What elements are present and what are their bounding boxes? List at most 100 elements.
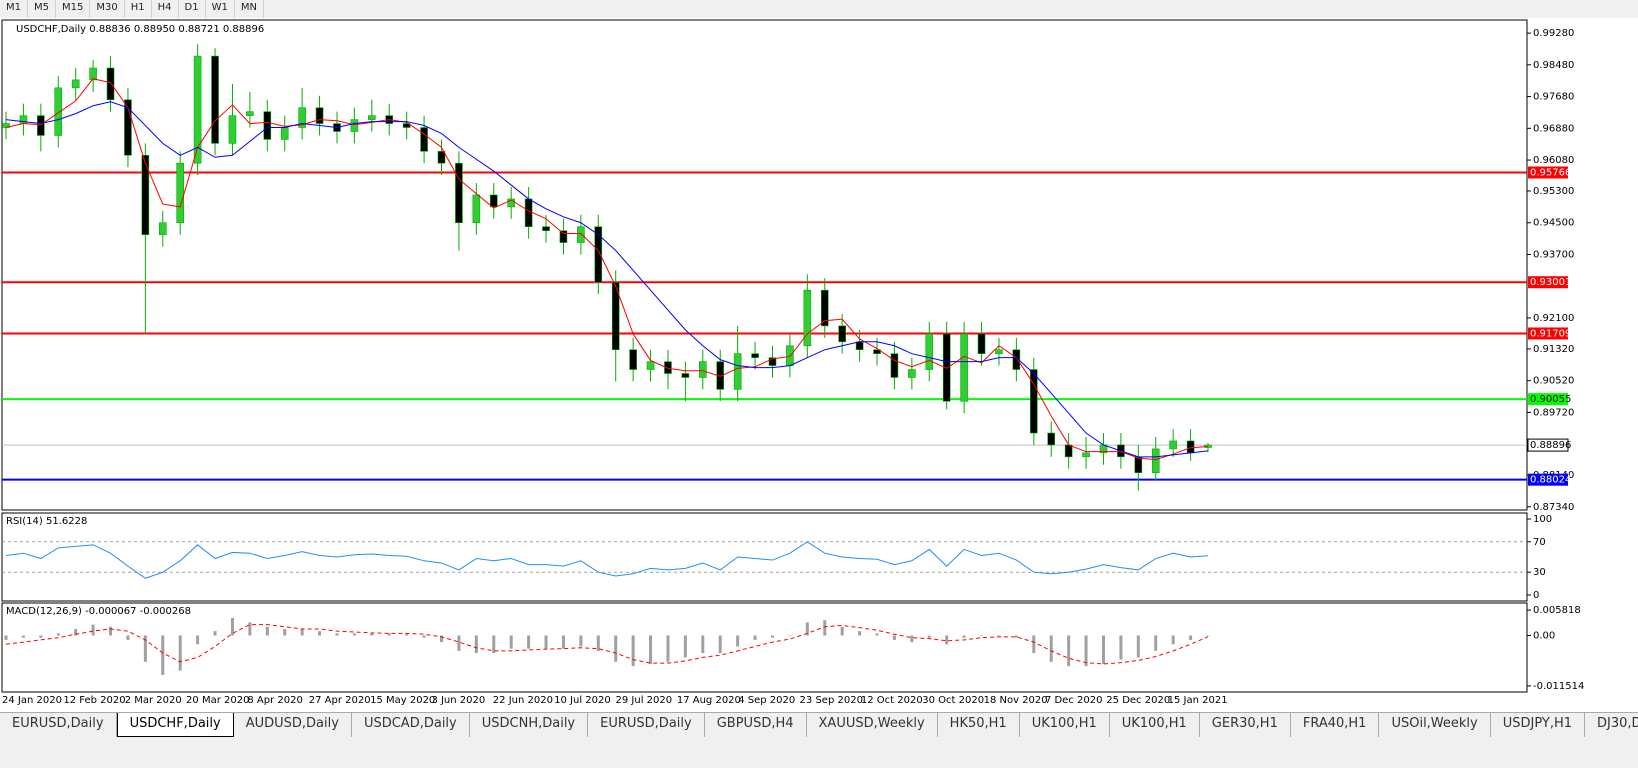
chart-tab[interactable]: DJ30,Daily [1585,713,1638,737]
macd-bar [56,633,60,636]
y-tick-label: 0.87340 [1533,502,1574,513]
macd-bar [527,635,531,649]
candle-body [768,357,777,366]
macd-bar [283,628,287,636]
candle-body [193,55,202,164]
candle-body [124,99,132,156]
x-tick-label: 8 Apr 2020 [247,695,302,706]
y-tick-label: 0.92100 [1533,313,1574,324]
chart-tab[interactable]: USOil,Weekly [1379,713,1491,737]
macd-bar [823,620,827,636]
candle-body [455,162,463,224]
timeframe-button[interactable]: M1 [0,0,28,18]
macd-bar [230,618,234,636]
candle-body [1169,440,1177,450]
x-tick-label: 3 Jun 2020 [431,695,485,706]
candle-body [890,353,899,378]
macd-bar [474,635,478,654]
chart-tab[interactable]: USDCAD,Daily [352,713,470,737]
candle-body [507,198,515,208]
candle-body [960,333,968,402]
level-label: 0.93001 [1530,277,1571,288]
timeframe-button[interactable]: M5 [28,0,56,18]
candle-body [211,55,219,144]
x-tick-label: 27 Apr 2020 [309,695,371,706]
macd-bar [718,635,722,654]
timeframe-button[interactable]: D1 [179,0,206,18]
x-tick-label: 23 Sep 2020 [800,695,863,706]
chart-tab[interactable]: AUDUSD,Daily [234,713,352,737]
candle-body [263,111,272,140]
macd-bar [840,626,844,636]
macd-bar [753,635,757,640]
macd-bar [980,635,984,637]
candle-body [350,119,359,132]
y-tick-label: 0.95300 [1533,186,1574,197]
candle-body [1082,452,1090,458]
macd-bar [335,633,339,636]
y-tick-label: 0.93700 [1533,249,1574,260]
chart-tab[interactable]: EURUSD,Daily [0,713,117,737]
main-panel [1,19,1528,511]
rsi-panel [1,512,1528,602]
macd-bar [631,635,635,667]
candle-body [158,222,167,235]
chart-tab[interactable]: FRA40,H1 [1291,713,1380,737]
candle-body [629,349,637,370]
rsi-tick-label: 0 [1533,590,1539,601]
macd-bar [4,635,8,640]
macd-bar [788,635,792,637]
macd-bar [736,635,740,647]
chart-tab[interactable]: USDCNH,Daily [470,713,589,737]
timeframe-button[interactable]: H4 [152,0,179,18]
x-tick-label: 10 Jul 2020 [554,695,611,706]
chart-tab[interactable]: USDCHF,Daily [116,713,234,737]
macd-bar [370,633,374,636]
candle-body [699,361,707,378]
timeframe-button[interactable]: M30 [90,0,125,18]
candle-body [995,349,1003,354]
x-tick-label: 25 Dec 2020 [1106,695,1170,706]
candle-body [646,361,655,370]
timeframe-button[interactable]: H1 [125,0,152,18]
macd-bar [561,635,565,649]
chart-title: USDCHF,Daily 0.88836 0.88950 0.88721 0.8… [16,24,264,35]
rsi-tick-label: 70 [1533,537,1546,548]
candle-body [820,289,829,327]
chart-tab[interactable]: GER30,H1 [1200,713,1291,737]
x-tick-label: 18 Nov 2020 [984,695,1048,706]
macd-bar [509,635,513,649]
level-label-bg [1528,276,1568,289]
candle-body [368,115,376,120]
macd-bar [74,628,78,636]
level-label: 0.88024 [1530,475,1571,486]
candle-body [246,111,254,116]
chart-tab[interactable]: USDJPY,H1 [1491,713,1586,737]
chart-tab[interactable]: UK100,H1 [1110,713,1200,737]
macd-bar [666,635,670,662]
x-tick-label: 12 Oct 2020 [861,695,923,706]
chart-tab[interactable]: XAUUSD,Weekly [807,713,938,737]
macd-bar [109,626,113,636]
macd-bar [492,635,496,654]
chart-tab[interactable]: HK50,H1 [938,713,1020,737]
chart-tab[interactable]: UK100,H1 [1020,713,1110,737]
timeframe-button[interactable]: W1 [206,0,235,18]
level-label-bg [1528,393,1568,406]
candle-body [925,333,934,370]
current-price-label: 0.88896 [1530,440,1571,451]
current-price-bg [1527,438,1569,452]
candle-body [664,361,672,374]
chart-tab[interactable]: GBPUSD,H4 [705,713,807,737]
macd-bar [405,633,409,636]
macd-bar [265,626,269,636]
macd-bar [997,635,1001,637]
macd-bar [1084,635,1088,667]
timeframe-button[interactable]: M15 [56,0,91,18]
chart-tab[interactable]: EURUSD,Daily [588,713,705,737]
candle-body [298,107,306,128]
macd-bar [91,624,95,636]
candle-body [594,226,603,283]
timeframe-button[interactable]: MN [235,0,264,18]
